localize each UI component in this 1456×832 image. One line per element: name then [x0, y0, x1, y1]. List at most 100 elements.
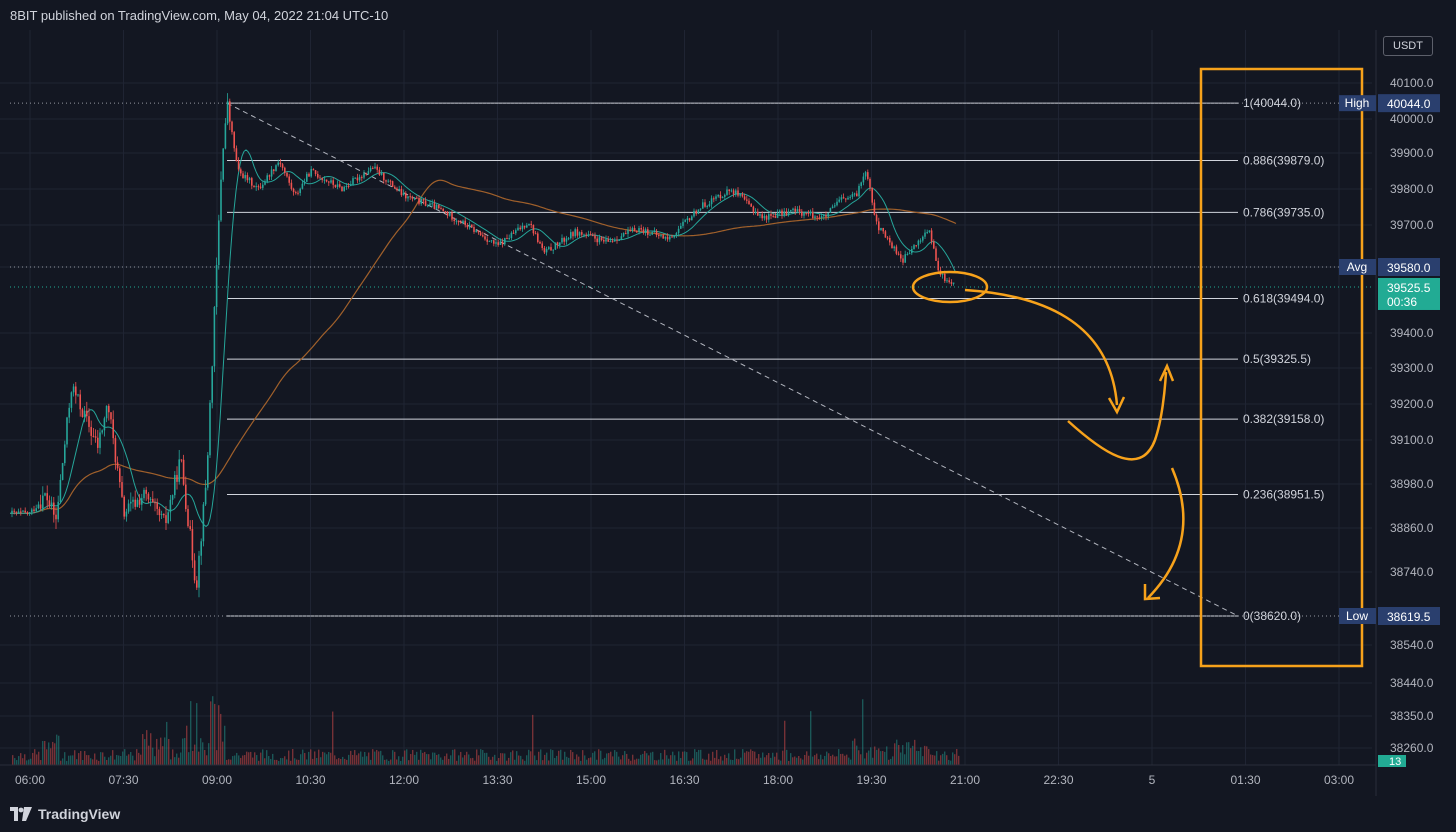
- volume-bar: [716, 750, 718, 765]
- candle-body: [889, 237, 891, 243]
- volume-bar: [618, 756, 620, 765]
- candle-body: [867, 172, 869, 179]
- volume-bar: [782, 750, 784, 765]
- volume-bar: [12, 755, 14, 765]
- candle-body: [323, 179, 326, 181]
- volume-bar: [760, 757, 762, 765]
- volume-bar: [568, 757, 570, 765]
- volume-bar: [112, 750, 114, 765]
- candle-body: [229, 101, 231, 122]
- volume-bar: [214, 703, 216, 765]
- volume-bar: [298, 759, 300, 765]
- candle-body: [853, 193, 856, 195]
- arrow-down-lower-head: [1143, 584, 1161, 601]
- candle-body: [827, 212, 829, 217]
- volume-bar: [176, 753, 178, 765]
- candle-body: [684, 220, 686, 222]
- candle-body: [108, 405, 110, 413]
- candle-body: [765, 215, 768, 220]
- volume-bar: [410, 754, 412, 765]
- candle-body: [948, 280, 950, 283]
- volume-bar: [170, 759, 172, 765]
- candle-body: [754, 211, 757, 213]
- candle-body: [552, 249, 554, 251]
- candle-body: [99, 432, 101, 448]
- volume-bar: [126, 755, 128, 765]
- volume-bar: [194, 744, 196, 765]
- candle-body: [512, 232, 515, 234]
- candle-body: [818, 217, 821, 219]
- volume-bar: [44, 741, 46, 765]
- volume-bar: [72, 755, 74, 765]
- candle-body: [125, 511, 128, 517]
- volume-bar: [606, 753, 608, 765]
- candle-body: [268, 175, 271, 177]
- candle-body: [627, 229, 629, 234]
- candle-body: [501, 241, 504, 245]
- candle-body: [858, 185, 860, 197]
- volume-bar: [174, 757, 176, 765]
- candle-body: [321, 178, 323, 180]
- candle-body: [739, 194, 741, 196]
- volume-bar: [862, 699, 864, 765]
- candle-body: [400, 189, 403, 196]
- candle-body: [345, 185, 348, 187]
- volume-bar: [460, 751, 462, 765]
- candle-body: [453, 219, 455, 222]
- candle-body: [457, 220, 460, 223]
- candle-body: [820, 216, 823, 219]
- candle-body: [90, 426, 92, 436]
- volume-bar: [750, 749, 752, 765]
- fibonacci-retracement[interactable]: 1(40044.0) 0.886(39879.0) 0.786(39735.0) 0.…: [10, 96, 1372, 623]
- volume-bar: [488, 756, 490, 765]
- volume-bar: [674, 755, 676, 765]
- price-tick-label: 39900.0: [1390, 146, 1434, 160]
- volume-bar: [480, 749, 482, 765]
- fib-level-label: 0.382(39158.0): [1243, 412, 1324, 426]
- candle-body: [378, 169, 381, 175]
- volume-bar: [656, 760, 658, 765]
- current-price-value: 39525.5: [1387, 281, 1431, 295]
- volume-bar: [818, 759, 820, 765]
- volume-bar: [908, 742, 910, 765]
- candle-body: [829, 208, 832, 213]
- volume-bar: [744, 752, 746, 765]
- fib-level-label: 0.886(39879.0): [1243, 154, 1324, 168]
- candle-body: [462, 220, 464, 224]
- volume-bar: [616, 751, 618, 765]
- volume-bar: [582, 750, 584, 765]
- volume-bar: [276, 759, 278, 765]
- chart-grid: [0, 30, 1372, 765]
- price-chart[interactable]: 1(40044.0) 0.886(39879.0) 0.786(39735.0) 0.…: [0, 30, 1456, 796]
- candle-body: [413, 197, 416, 199]
- volume-bar: [100, 752, 102, 765]
- volume-bar: [944, 751, 946, 765]
- candle-body: [880, 227, 882, 231]
- volume-bar: [530, 751, 532, 765]
- candle-body: [950, 282, 953, 284]
- candle-body: [301, 183, 304, 189]
- volume-bar: [326, 754, 328, 765]
- time-axis[interactable]: 06:00 07:30 09:00 10:30 12:00 13:30 15:00 16:30…: [0, 764, 1376, 787]
- candle-body: [416, 197, 418, 199]
- volume-bar: [128, 754, 130, 765]
- candle-body: [565, 238, 568, 242]
- volume-bar: [920, 747, 922, 765]
- candle-body: [812, 211, 814, 218]
- volume-bar: [478, 755, 480, 765]
- volume-bar: [642, 753, 644, 765]
- volume-bar: [838, 749, 840, 765]
- volume-bar: [798, 756, 800, 765]
- tradingview-logo[interactable]: TradingView: [10, 806, 120, 822]
- candle-body: [112, 419, 114, 439]
- candle-body: [207, 455, 209, 488]
- volume-bar: [672, 751, 674, 765]
- volume-bar: [836, 756, 838, 765]
- currency-selector[interactable]: USDT: [1383, 36, 1433, 56]
- price-axis[interactable]: 40100.0 40000.0 39900.0 39800.0 39700.0 39580…: [1375, 30, 1434, 796]
- candle-body: [871, 187, 873, 203]
- candle-body: [231, 121, 233, 133]
- candle-body: [13, 510, 15, 512]
- candle-body: [741, 194, 744, 197]
- low-price-value-box: [1378, 607, 1440, 625]
